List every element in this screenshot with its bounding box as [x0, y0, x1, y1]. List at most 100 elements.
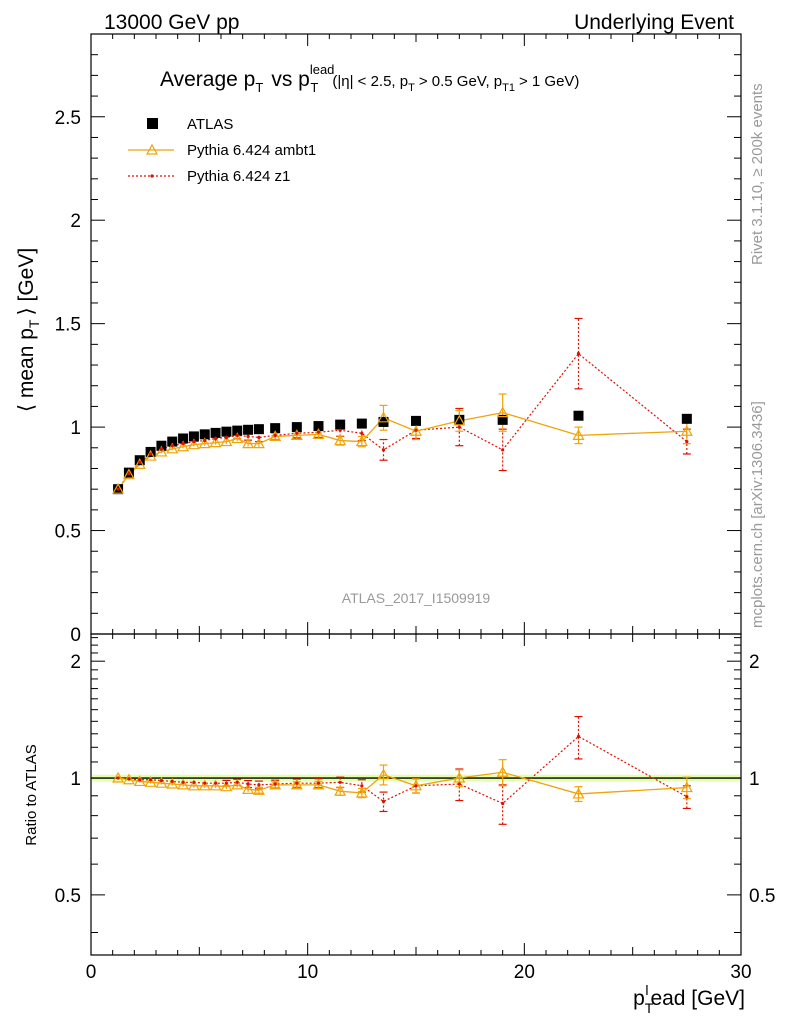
ratio-z1-point	[501, 801, 505, 806]
y-tick-label: 1.5	[55, 315, 81, 336]
atlas-point	[188, 431, 199, 442]
ratio-z1-point	[246, 782, 250, 786]
atlas-point	[497, 414, 508, 425]
ambt1-point	[572, 429, 585, 440]
y-tick-label: 2.5	[55, 108, 81, 129]
ratio-z1-point	[213, 781, 218, 785]
ambt1-point	[231, 432, 244, 444]
ratio-y-tick-label: 2	[70, 652, 81, 673]
ratio-z1-point	[576, 734, 581, 739]
ratio-ambt1-point	[198, 779, 211, 791]
header-left: 13000 GeV pp	[104, 11, 239, 34]
x-tick-label: 10	[297, 962, 318, 983]
z1-point	[576, 352, 581, 356]
ratio-ambt1-point	[209, 779, 222, 791]
main-panel: 0 0.5 1 1.5 2 2.5	[55, 33, 742, 646]
atlas-point	[313, 421, 324, 432]
ambt1-point	[209, 436, 222, 448]
ambt1-point	[144, 449, 157, 461]
ratio-z1-point	[192, 780, 196, 784]
ratio-ambt1-point	[680, 781, 693, 793]
ambt1-point	[198, 437, 211, 449]
ratio-z1-point	[414, 784, 418, 788]
ambt1-point	[252, 437, 265, 449]
ambt1-point	[155, 445, 168, 457]
x-tick-label: 30	[730, 962, 751, 983]
ratio-y-tick-label: 1	[70, 769, 81, 790]
atlas-point	[199, 429, 210, 440]
y-tick-label: 2	[70, 211, 81, 232]
legend-label-atlas: ATLAS	[187, 116, 233, 133]
atlas-point	[178, 433, 189, 444]
ambt1-point	[122, 468, 135, 480]
ratio-y-tick-label-right: 2	[749, 652, 760, 673]
ratio-z1-point	[224, 781, 229, 785]
z1-point	[203, 438, 207, 443]
ratio-z1-point	[203, 781, 207, 785]
z1-point	[360, 431, 364, 435]
ratio-z1-line	[118, 735, 688, 805]
atlas-point	[356, 418, 367, 429]
header-right: Underlying Event	[574, 11, 734, 34]
atlas-point	[681, 413, 692, 424]
ambt1-point	[269, 430, 282, 442]
atlas-point	[167, 436, 178, 447]
ratio-z1-point	[457, 782, 461, 786]
x-axis-label: pTlead [GeV]	[633, 982, 745, 1016]
ratio-ambt1-point	[242, 783, 255, 794]
x-tick-label: 20	[514, 962, 535, 983]
ratio-ambt1-point	[290, 778, 303, 790]
ratio-ambt1-point	[409, 779, 423, 791]
atlas-point	[243, 424, 254, 435]
ratio-ambt1-point	[252, 784, 265, 795]
ratio-ambt1-point	[334, 784, 347, 796]
z1-point	[224, 435, 229, 440]
ratio-z1-point	[181, 780, 185, 784]
z1-point	[414, 428, 418, 432]
atlas-point	[221, 426, 232, 437]
analysis-watermark: ATLAS_2017_I1509919	[342, 590, 491, 606]
ratio-ambt1-point	[144, 776, 157, 787]
ratio-ambt1-point	[269, 778, 282, 790]
ratio-panel: 0 10 20 30 0.5 0.5 1 1 2 2	[55, 633, 775, 983]
mcplots-label: mcplots.cern.ch [arXiv:1306.3436]	[749, 401, 766, 628]
ambt1-point	[220, 435, 233, 447]
ratio-z1-point	[360, 784, 364, 788]
ratio-ambt1-point	[220, 780, 233, 792]
ratio-z1-point	[381, 799, 386, 804]
ratio-y-tick-label-right: 1	[749, 769, 760, 790]
z1-point	[159, 447, 164, 451]
ambt1-point	[334, 434, 347, 446]
ambt1-point	[133, 458, 146, 469]
ratio-ambt1-point	[112, 771, 125, 783]
z1-point	[170, 444, 174, 448]
z1-point	[138, 460, 142, 464]
ratio-y-label: Ratio to ATLAS	[23, 744, 40, 845]
ratio-ambt1-point	[377, 768, 390, 780]
z1-line	[117, 352, 688, 490]
ambt1-point	[355, 435, 368, 447]
atlas-point	[210, 427, 221, 438]
z1-point	[235, 433, 239, 437]
atlas-point	[270, 423, 281, 434]
y-tick-label: 0.5	[55, 522, 81, 543]
ambt1-point	[242, 437, 255, 449]
rivet-label: Rivet 3.1.10, ≥ 200k events	[749, 83, 766, 265]
z1-point	[501, 448, 505, 452]
legend-label-z1: Pythia 6.424 z1	[187, 168, 290, 185]
legend-marker-ambt1	[145, 143, 159, 155]
legend-marker-z1	[150, 174, 154, 178]
z1-point	[457, 425, 461, 429]
ratio-z1-point	[170, 779, 174, 784]
z1-point	[192, 439, 196, 444]
ratio-ambt1-point	[496, 765, 509, 777]
ratio-y-tick-label: 0.5	[55, 886, 81, 907]
z1-point	[148, 452, 153, 456]
ambt1-point	[187, 438, 200, 450]
y-tick-label: 1	[70, 418, 81, 439]
atlas-point	[253, 424, 264, 435]
ambt1-point	[290, 429, 303, 440]
main-y-label: ⟨ mean pT⟩ [GeV]	[15, 248, 42, 412]
z1-point	[246, 434, 250, 439]
